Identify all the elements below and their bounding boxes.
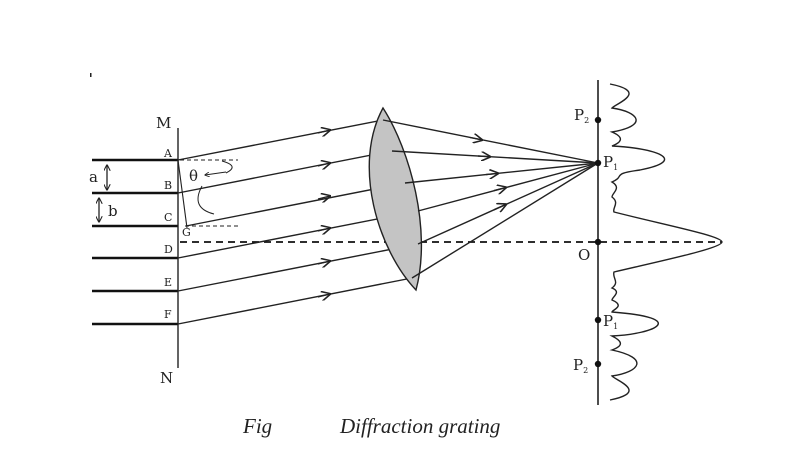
- diffracted-ray-e: [177, 243, 419, 292]
- label-n: N: [160, 369, 173, 387]
- diffracted-ray-a: [177, 119, 384, 161]
- converging-ray-a: [382, 119, 599, 164]
- ray-arrow-d: [317, 228, 330, 231]
- convex-lens: [368, 106, 423, 292]
- diffracted-ray-c: [185, 182, 406, 227]
- label-p2-upper: P2: [574, 106, 589, 125]
- label-e-slit: E: [164, 276, 172, 289]
- ray-arrow-f: [317, 294, 330, 297]
- caption-fig: Fig: [242, 414, 272, 438]
- theta-arrow: [205, 171, 227, 175]
- converging-rays: [382, 119, 599, 279]
- stray-mark: [90, 73, 92, 77]
- label-f-slit: F: [164, 308, 172, 321]
- path-difference-line: [177, 159, 188, 229]
- point-o: [594, 238, 602, 246]
- intensity-pattern-curve: [609, 83, 723, 401]
- theta-arc-upper: [221, 160, 233, 174]
- diffracted-ray-b: [177, 150, 393, 194]
- label-b-slit: B: [164, 179, 172, 192]
- point-p2-lower: [594, 360, 602, 368]
- screen-points: [594, 116, 602, 368]
- ray-arrow-e: [317, 261, 330, 264]
- point-p1-lower: [594, 316, 602, 324]
- converging-ray-b: [391, 150, 599, 164]
- dimension-markers: [99, 165, 107, 222]
- conv-arrow-c: [485, 173, 498, 174]
- diffracted-ray-f: [177, 277, 413, 325]
- label-m: M: [156, 114, 171, 132]
- ray-arrow-b: [317, 163, 330, 166]
- label-p2-lower: P2: [573, 356, 588, 375]
- converging-ray-f: [411, 162, 599, 279]
- label-a-slit: A: [163, 147, 173, 160]
- incident-beams: [92, 158, 178, 326]
- conv-arrow-d: [493, 187, 506, 190]
- label-c-slit: C: [164, 211, 172, 224]
- ray-arrow-a: [317, 130, 330, 133]
- caption-title: Diffraction grating: [339, 414, 500, 438]
- conv-arrow-e: [493, 204, 506, 209]
- label-a-dimension: a: [89, 168, 98, 186]
- conv-arrow-b: [477, 156, 490, 157]
- ray-arrow-c: [317, 196, 330, 199]
- label-p1-upper: P1: [603, 153, 618, 172]
- theta-arc-lower: [197, 185, 215, 215]
- label-theta: θ: [189, 167, 198, 185]
- conv-arrow-a: [469, 138, 482, 141]
- point-p2-upper: [594, 116, 602, 124]
- converging-ray-c: [404, 162, 599, 184]
- label-g: G: [182, 226, 191, 239]
- label-o: O: [578, 246, 590, 264]
- label-p1-lower: P1: [603, 312, 618, 331]
- label-b-dimension: b: [108, 202, 118, 220]
- label-d-slit: D: [164, 243, 173, 256]
- point-p1-upper: [594, 159, 602, 167]
